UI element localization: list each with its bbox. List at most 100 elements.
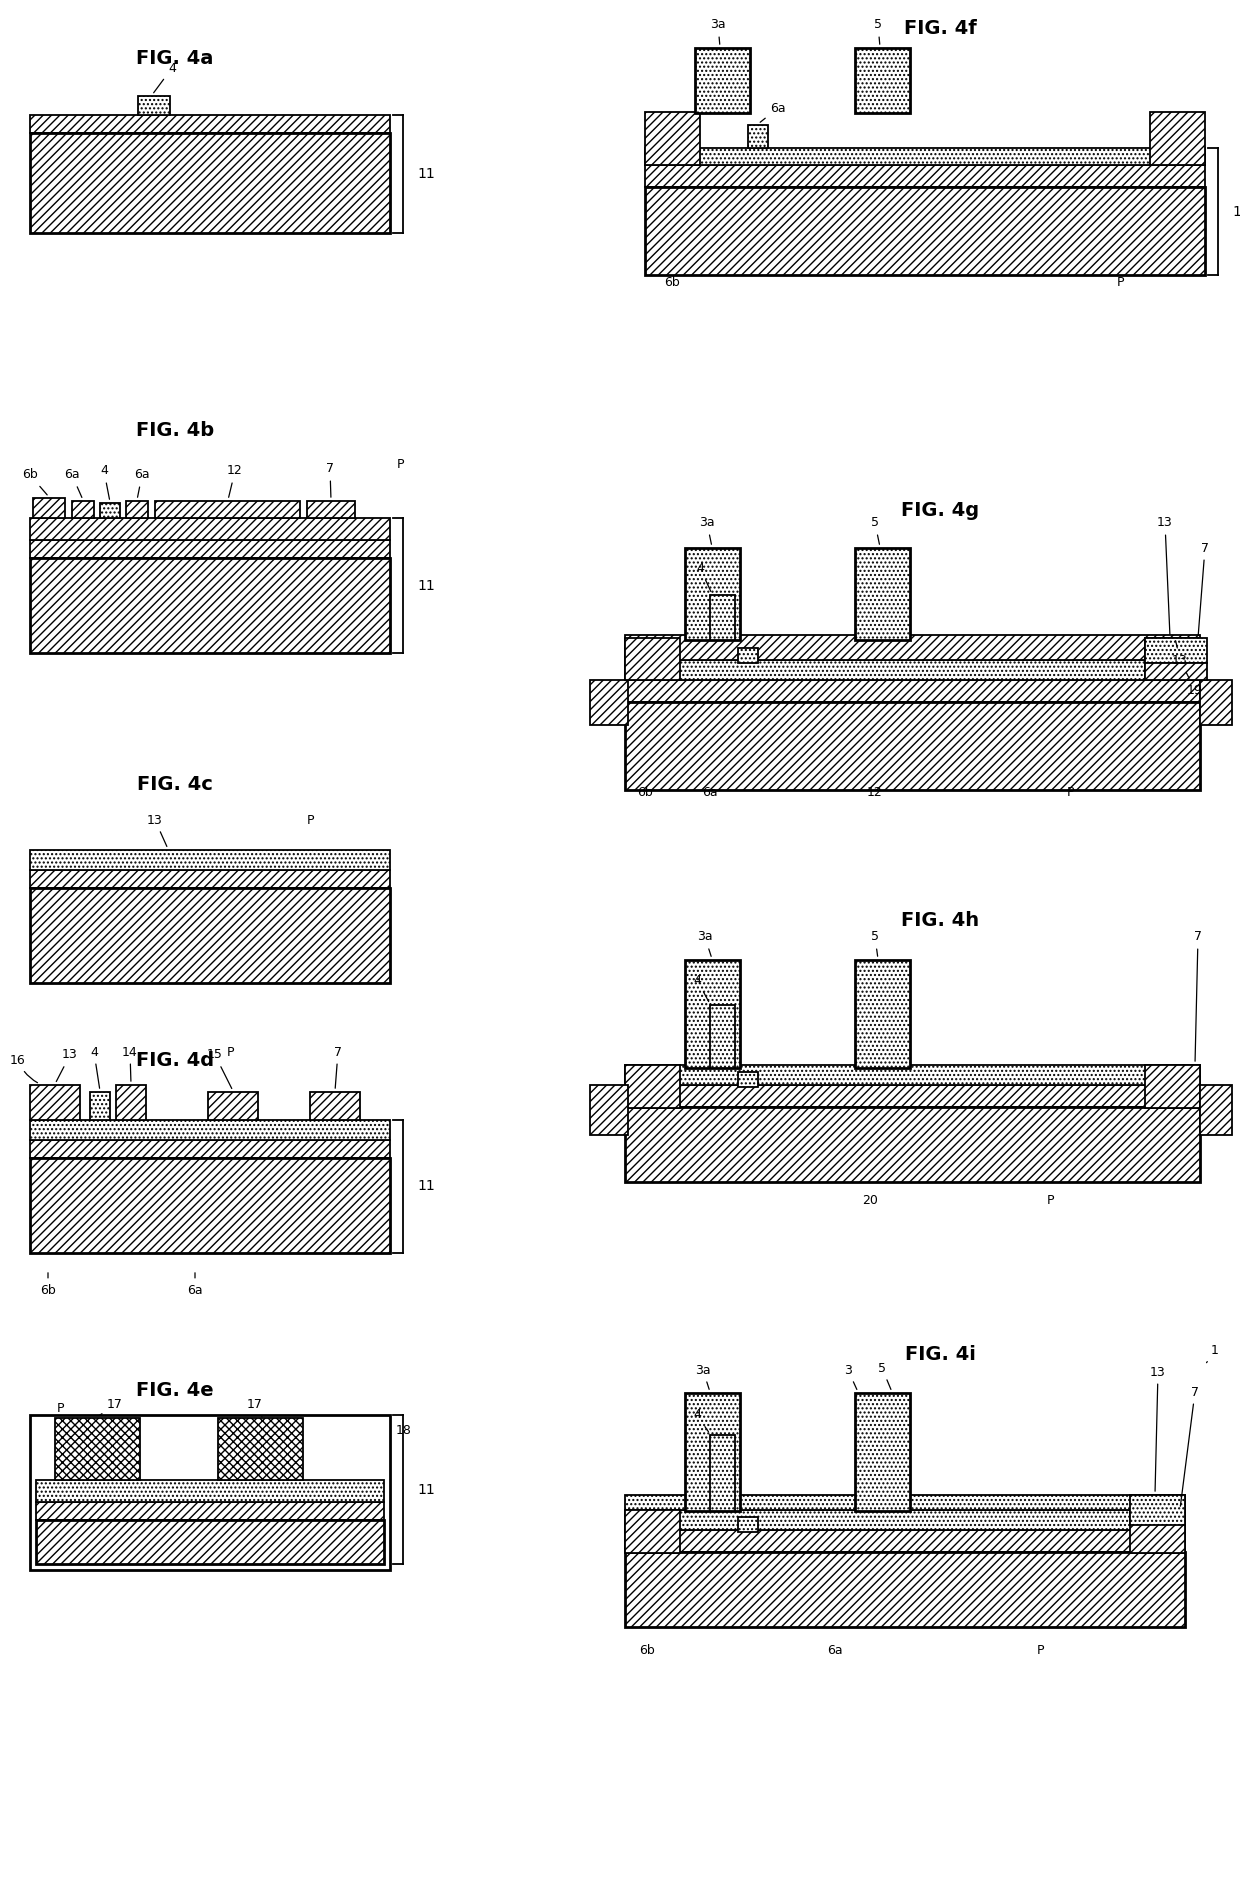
Bar xyxy=(1145,639,1207,663)
Bar xyxy=(625,660,1200,681)
Text: 6a: 6a xyxy=(134,468,150,498)
Bar xyxy=(738,648,758,663)
Bar xyxy=(625,1065,1200,1085)
Bar xyxy=(684,547,740,641)
Bar xyxy=(30,871,391,888)
Bar xyxy=(625,701,1200,791)
Text: 7: 7 xyxy=(1198,542,1209,635)
Text: 5: 5 xyxy=(870,930,879,956)
Bar xyxy=(1200,1085,1233,1135)
Bar xyxy=(625,1494,1185,1509)
Text: FIG. 4f: FIG. 4f xyxy=(904,19,976,38)
Bar xyxy=(645,186,1205,276)
Bar xyxy=(117,1085,146,1120)
Bar xyxy=(218,1418,303,1481)
Text: P: P xyxy=(226,1046,234,1059)
Bar xyxy=(625,1551,1185,1627)
Text: P: P xyxy=(1037,1644,1044,1656)
Bar xyxy=(694,48,750,112)
Bar xyxy=(208,1091,258,1120)
Bar xyxy=(645,165,1205,186)
Text: 13: 13 xyxy=(56,1049,78,1082)
Text: 3a: 3a xyxy=(697,930,713,956)
Bar xyxy=(1145,663,1207,681)
Bar xyxy=(625,681,1200,701)
Bar xyxy=(625,639,680,681)
Text: 7: 7 xyxy=(334,1046,342,1087)
Text: FIG. 4g: FIG. 4g xyxy=(901,500,980,519)
Text: 7: 7 xyxy=(1194,930,1202,1061)
Text: 14: 14 xyxy=(122,1046,138,1082)
Text: 3a: 3a xyxy=(696,1363,711,1390)
Bar xyxy=(711,1006,735,1068)
Bar xyxy=(30,559,391,654)
Bar xyxy=(30,850,391,871)
Bar xyxy=(91,1091,110,1120)
Bar xyxy=(590,1085,627,1135)
Text: 6a: 6a xyxy=(187,1274,203,1296)
Text: 11: 11 xyxy=(417,1483,435,1496)
Bar xyxy=(100,504,120,517)
Bar xyxy=(711,595,735,641)
Text: 5: 5 xyxy=(874,19,882,44)
Text: 12: 12 xyxy=(227,464,243,498)
Text: 6a: 6a xyxy=(702,787,718,800)
Bar xyxy=(856,48,910,112)
Text: 11: 11 xyxy=(417,167,435,181)
Bar xyxy=(856,960,910,1068)
Text: 11: 11 xyxy=(1233,205,1240,219)
Bar xyxy=(30,540,391,559)
Bar xyxy=(856,547,910,641)
Text: 12: 12 xyxy=(867,787,883,800)
Text: 19: 19 xyxy=(1187,673,1203,696)
Text: 20: 20 xyxy=(862,1194,878,1207)
Bar xyxy=(738,1072,758,1087)
Bar xyxy=(36,1481,384,1502)
Bar xyxy=(738,1517,758,1532)
Bar xyxy=(590,681,627,724)
Text: 1: 1 xyxy=(1207,1344,1219,1363)
Bar xyxy=(684,960,740,1068)
Text: 3a: 3a xyxy=(699,517,714,544)
Bar xyxy=(310,1091,360,1120)
Text: 6b: 6b xyxy=(637,787,653,800)
Text: 11: 11 xyxy=(417,1179,435,1194)
Text: 5: 5 xyxy=(870,517,879,544)
Bar xyxy=(1149,112,1205,165)
Bar xyxy=(1200,681,1233,724)
Text: P: P xyxy=(397,458,404,471)
Text: FIG. 4d: FIG. 4d xyxy=(136,1051,215,1070)
Text: FIG. 4e: FIG. 4e xyxy=(136,1380,213,1399)
Bar xyxy=(1130,1494,1185,1525)
Text: 6b: 6b xyxy=(22,468,47,494)
Bar xyxy=(856,1393,910,1511)
Bar xyxy=(55,1418,140,1481)
Bar xyxy=(308,502,355,517)
Text: 4: 4 xyxy=(100,464,109,500)
Text: 18: 18 xyxy=(396,1424,412,1437)
Text: 11: 11 xyxy=(417,578,435,593)
Text: 7: 7 xyxy=(1180,1386,1199,1506)
Text: 17: 17 xyxy=(247,1399,263,1416)
Text: 4: 4 xyxy=(693,1409,708,1431)
Bar xyxy=(625,1509,680,1553)
Text: 3a: 3a xyxy=(711,19,725,44)
Bar xyxy=(36,1521,384,1565)
Bar xyxy=(1130,1509,1185,1553)
Bar xyxy=(625,1065,680,1108)
Text: 4: 4 xyxy=(696,561,711,591)
Bar xyxy=(30,133,391,234)
Text: 6b: 6b xyxy=(665,276,680,289)
Bar xyxy=(30,888,391,983)
Text: 17: 17 xyxy=(99,1399,123,1416)
Bar xyxy=(36,1502,384,1521)
Text: 4: 4 xyxy=(91,1046,99,1087)
Text: 15: 15 xyxy=(207,1049,232,1089)
Bar xyxy=(1145,1065,1200,1108)
Bar xyxy=(30,517,391,540)
Bar xyxy=(30,1120,391,1141)
Bar xyxy=(625,1509,1185,1530)
Bar xyxy=(625,1530,1185,1551)
Bar xyxy=(33,498,64,517)
Bar xyxy=(155,502,300,517)
